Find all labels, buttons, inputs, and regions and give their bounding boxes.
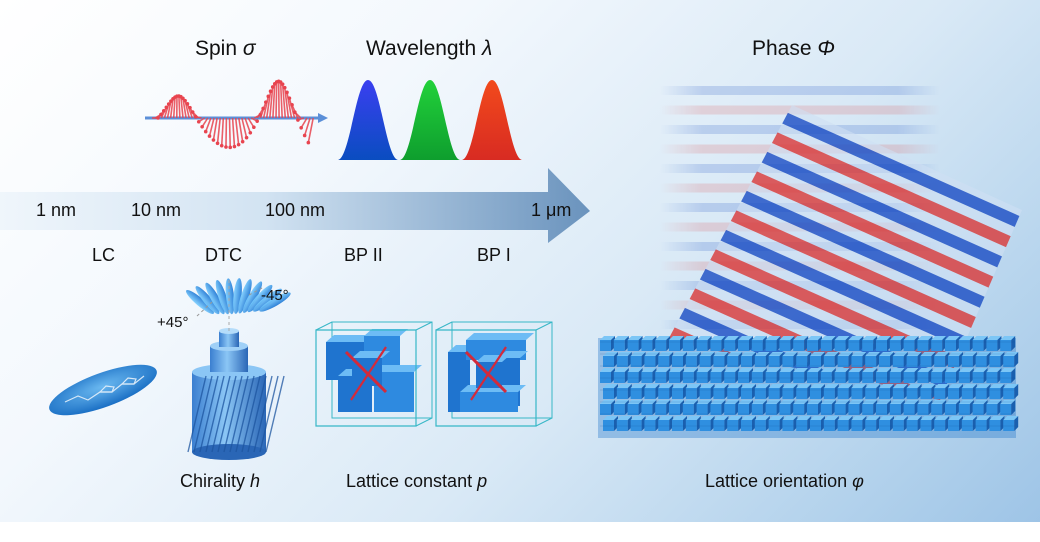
lattice-constant-symbol: p [477, 471, 488, 491]
phase-symbol: Φ [817, 37, 835, 60]
structure-bp2: BP II [344, 245, 383, 265]
scale-tick-1um: 1 μm [531, 200, 572, 220]
lattice-orientation-label-text: Lattice orientation [705, 471, 853, 491]
blue-peak [338, 80, 398, 160]
green-peak [400, 80, 460, 160]
bottom-margin [0, 522, 1040, 542]
lattice-orientation-label: Lattice orientation φ [705, 472, 864, 490]
spin-symbol: σ [242, 37, 256, 60]
red-peak [462, 80, 522, 160]
wavelength-symbol: λ [481, 37, 493, 60]
scale-tick-100nm: 100 nm [265, 200, 326, 220]
phase-label: Phase Φ [752, 38, 835, 59]
chirality-label-text: Chirality [180, 471, 251, 491]
lattice-constant-label: Lattice constant p [346, 472, 487, 490]
phase-label-text: Phase [752, 37, 818, 60]
chirality-label: Chirality h [180, 472, 260, 490]
lattice-constant-label-text: Lattice constant [346, 471, 478, 491]
structure-dtc: DTC [205, 245, 242, 265]
scale-tick-10nm: 10 nm [131, 200, 182, 220]
chirality-symbol: h [250, 471, 261, 491]
angle-plus-45: +45° [157, 314, 189, 331]
lattice-orientation-symbol: φ [852, 471, 864, 491]
spin-label: Spin σ [195, 38, 256, 59]
wavelength-label: Wavelength λ [366, 38, 492, 59]
angle-minus-45: -45° [261, 287, 289, 304]
scale-tick-1nm: 1 nm [36, 200, 77, 220]
spin-label-text: Spin [195, 37, 243, 60]
wavelength-label-text: Wavelength [366, 37, 482, 60]
structure-bp1: BP I [477, 245, 511, 265]
structure-lc: LC [92, 245, 116, 265]
